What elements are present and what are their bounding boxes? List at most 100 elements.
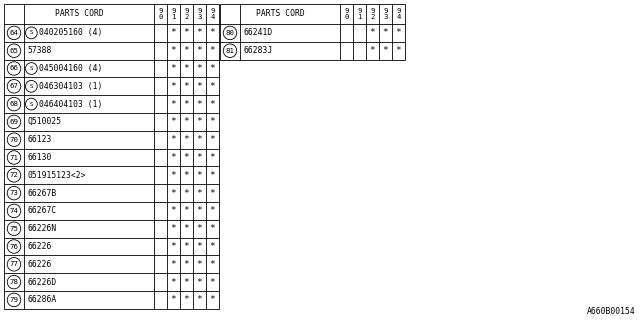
- Text: *: *: [171, 46, 177, 55]
- Text: *: *: [196, 153, 202, 162]
- Text: *: *: [196, 46, 202, 55]
- Text: *: *: [184, 278, 189, 287]
- Text: 66226N: 66226N: [27, 224, 56, 233]
- Text: 66241D: 66241D: [243, 28, 272, 37]
- Text: *: *: [171, 206, 177, 215]
- Text: 66226: 66226: [27, 242, 51, 251]
- Text: 66283J: 66283J: [243, 46, 272, 55]
- Text: *: *: [210, 46, 216, 55]
- Circle shape: [26, 27, 37, 39]
- Text: 040205160 (4): 040205160 (4): [39, 28, 102, 37]
- Text: 045004160 (4): 045004160 (4): [39, 64, 102, 73]
- Text: 66267C: 66267C: [27, 206, 56, 215]
- Text: 75: 75: [10, 226, 19, 232]
- Circle shape: [7, 275, 20, 289]
- Text: *: *: [171, 242, 177, 251]
- Text: *: *: [210, 117, 216, 126]
- Text: *: *: [396, 46, 401, 55]
- Text: 051915123<2>: 051915123<2>: [27, 171, 86, 180]
- Text: *: *: [210, 224, 216, 233]
- Circle shape: [7, 151, 20, 164]
- Circle shape: [7, 169, 20, 182]
- Text: *: *: [196, 64, 202, 73]
- Text: *: *: [196, 117, 202, 126]
- Text: 046404103 (1): 046404103 (1): [39, 100, 102, 108]
- Text: *: *: [210, 171, 216, 180]
- Text: *: *: [210, 64, 216, 73]
- Text: S: S: [29, 30, 33, 36]
- Circle shape: [7, 186, 20, 200]
- Text: 79: 79: [10, 297, 19, 303]
- Text: PARTS CORD: PARTS CORD: [255, 10, 305, 19]
- Text: *: *: [184, 117, 189, 126]
- Text: *: *: [196, 260, 202, 269]
- Circle shape: [7, 97, 20, 111]
- Bar: [4, 4, 219, 309]
- Circle shape: [7, 115, 20, 129]
- Circle shape: [223, 44, 237, 58]
- Circle shape: [7, 258, 20, 271]
- Text: 66130: 66130: [27, 153, 51, 162]
- Text: 70: 70: [10, 137, 19, 143]
- Text: 9
4: 9 4: [396, 8, 401, 20]
- Text: 77: 77: [10, 261, 19, 267]
- Text: *: *: [196, 28, 202, 37]
- Text: *: *: [184, 188, 189, 198]
- Text: *: *: [210, 260, 216, 269]
- Text: *: *: [184, 82, 189, 91]
- Text: *: *: [171, 188, 177, 198]
- Text: *: *: [196, 188, 202, 198]
- Text: *: *: [210, 278, 216, 287]
- Text: *: *: [184, 206, 189, 215]
- Text: 9
1: 9 1: [357, 8, 362, 20]
- Text: 67: 67: [10, 83, 19, 89]
- Circle shape: [7, 133, 20, 147]
- Text: 66226D: 66226D: [27, 278, 56, 287]
- Text: *: *: [171, 117, 177, 126]
- Text: 64: 64: [10, 30, 19, 36]
- Text: *: *: [196, 224, 202, 233]
- Text: *: *: [210, 82, 216, 91]
- Circle shape: [7, 240, 20, 253]
- Text: 78: 78: [10, 279, 19, 285]
- Text: *: *: [210, 135, 216, 144]
- Text: 65: 65: [10, 48, 19, 54]
- Text: 66: 66: [10, 66, 19, 71]
- Circle shape: [26, 98, 37, 110]
- Text: *: *: [171, 28, 177, 37]
- Text: PARTS CORD: PARTS CORD: [54, 10, 104, 19]
- Text: *: *: [171, 135, 177, 144]
- Text: *: *: [184, 135, 189, 144]
- Text: *: *: [171, 153, 177, 162]
- Text: *: *: [184, 153, 189, 162]
- Circle shape: [7, 26, 20, 40]
- Text: *: *: [171, 82, 177, 91]
- Text: *: *: [370, 46, 376, 55]
- Text: *: *: [383, 28, 388, 37]
- Text: *: *: [370, 28, 376, 37]
- Text: *: *: [171, 100, 177, 108]
- Text: *: *: [210, 153, 216, 162]
- Text: *: *: [171, 171, 177, 180]
- Text: *: *: [184, 64, 189, 73]
- Text: *: *: [196, 206, 202, 215]
- Circle shape: [26, 80, 37, 92]
- Text: 74: 74: [10, 208, 19, 214]
- Text: *: *: [196, 135, 202, 144]
- Text: *: *: [210, 28, 216, 37]
- Text: S: S: [29, 84, 33, 89]
- Text: 69: 69: [10, 119, 19, 125]
- Text: *: *: [196, 100, 202, 108]
- Text: *: *: [184, 171, 189, 180]
- Text: *: *: [184, 295, 189, 304]
- Text: *: *: [184, 242, 189, 251]
- Text: *: *: [196, 278, 202, 287]
- Text: *: *: [171, 64, 177, 73]
- Text: *: *: [171, 278, 177, 287]
- Text: 73: 73: [10, 190, 19, 196]
- Text: *: *: [184, 28, 189, 37]
- Text: *: *: [184, 260, 189, 269]
- Text: 68: 68: [10, 101, 19, 107]
- Circle shape: [26, 63, 37, 74]
- Text: 046304103 (1): 046304103 (1): [39, 82, 102, 91]
